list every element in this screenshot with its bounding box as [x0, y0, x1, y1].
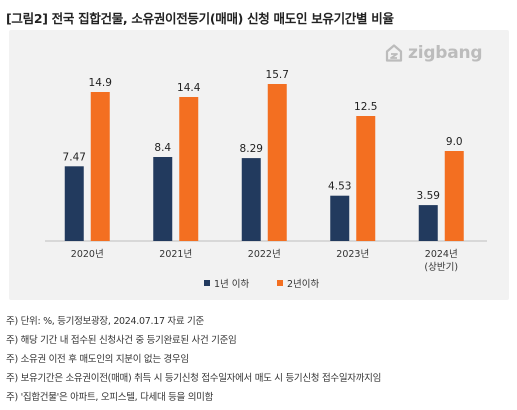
bar-1year [418, 205, 438, 241]
legend-label-2year: 2년이하 [287, 278, 320, 290]
bar-2year [356, 116, 376, 241]
data-label: 14.9 [89, 77, 112, 89]
bar-2year [444, 151, 464, 241]
x-tick-label: 2023년 [336, 249, 369, 260]
note-line: 주) 단위: %, 등기정보광장, 2024.07.17 자료 기준 [6, 316, 204, 327]
data-label: 7.47 [63, 151, 86, 163]
bar-chart: 7.47 14.9 2020년 8.4 14.4 2021년 8.29 15.7 2022년 4.… [45, 69, 487, 290]
data-label: 12.5 [354, 101, 377, 113]
x-tick-label: 2021년 [159, 249, 192, 260]
bar-1year [64, 166, 84, 241]
data-label: 8.4 [154, 142, 171, 154]
bar-1year [330, 195, 350, 241]
note-line: 주) 소유권 이전 후 매도인의 지분이 없는 경우임 [6, 354, 189, 365]
x-tick-label: 2020년 [71, 249, 104, 260]
x-tick-label: 2022년 [248, 249, 281, 260]
x-tick-label: (상반기) [424, 262, 458, 273]
note-line: 주) 해당 기간 내 접수된 신청사건 중 등기완료된 사건 기준임 [6, 335, 237, 346]
zigbang-logo-icon [385, 44, 403, 62]
bar-2year [267, 84, 287, 241]
legend-swatch-1year [204, 280, 210, 286]
notes: 주) 단위: %, 등기정보광장, 2024.07.17 자료 기준 주) 해당… [6, 312, 381, 407]
x-tick-label: 2024년 [425, 249, 458, 260]
data-label: 14.4 [177, 82, 201, 94]
note-line: 주) '집합건물'은 아파트, 오피스텔, 다세대 등을 의미함 [6, 392, 214, 403]
bar-2year [179, 97, 199, 241]
chart-panel: zigbang 7.47 14.9 2020년 8.4 14.4 2021년 8.29 15.… [9, 30, 509, 300]
figure-title: [그림2] 전국 집합건물, 소유권이전등기(매매) 신청 매도인 보유기간별 … [6, 11, 394, 26]
legend-swatch-2year [277, 280, 283, 286]
legend-label-1year: 1년 이하 [214, 278, 250, 290]
zigbang-logo: zigbang [385, 42, 483, 64]
bar-1year [153, 157, 173, 241]
data-label: 15.7 [266, 69, 289, 81]
bar-2year [90, 92, 110, 241]
data-label: 8.29 [240, 143, 263, 155]
data-label: 9.0 [446, 136, 463, 148]
bar-1year [241, 158, 261, 241]
note-line: 주) 보유기간은 소유권이전(매매) 취득 시 등기신청 접수일자에서 매도 시… [6, 373, 382, 384]
logo-text: zigbang [408, 43, 483, 63]
data-label: 4.53 [328, 181, 351, 193]
data-label: 3.59 [417, 190, 440, 202]
